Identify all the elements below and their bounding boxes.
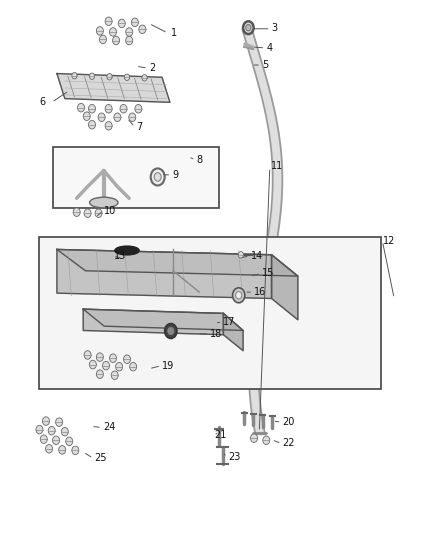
Circle shape [139, 25, 146, 34]
Text: 25: 25 [94, 454, 107, 463]
Bar [53, 147, 219, 208]
Polygon shape [83, 309, 223, 335]
Circle shape [130, 362, 137, 371]
Circle shape [66, 437, 73, 446]
Circle shape [99, 35, 106, 44]
Circle shape [96, 370, 103, 378]
Circle shape [89, 360, 96, 369]
Circle shape [72, 72, 77, 79]
Text: 5: 5 [262, 60, 268, 70]
Circle shape [48, 426, 55, 435]
Circle shape [88, 104, 95, 113]
Text: 12: 12 [383, 236, 396, 246]
Circle shape [124, 74, 130, 80]
Text: 4: 4 [266, 43, 272, 53]
Circle shape [116, 362, 123, 371]
Polygon shape [83, 309, 243, 330]
Circle shape [118, 19, 125, 28]
Text: 9: 9 [172, 170, 178, 180]
Circle shape [142, 75, 147, 81]
Circle shape [83, 112, 90, 120]
Circle shape [46, 445, 53, 453]
Circle shape [233, 288, 245, 303]
Circle shape [107, 74, 112, 80]
Circle shape [53, 436, 60, 445]
Text: 16: 16 [254, 287, 266, 297]
Text: 1: 1 [171, 28, 177, 38]
Circle shape [263, 436, 270, 445]
Circle shape [72, 446, 79, 455]
Circle shape [110, 28, 117, 36]
Polygon shape [57, 249, 272, 298]
Text: 10: 10 [104, 206, 117, 215]
Polygon shape [57, 74, 170, 102]
Text: 23: 23 [228, 453, 240, 462]
Ellipse shape [89, 197, 118, 208]
Ellipse shape [115, 246, 139, 255]
Text: 17: 17 [223, 317, 236, 327]
Text: 20: 20 [283, 417, 295, 427]
Circle shape [110, 354, 117, 362]
Bar [39, 237, 381, 389]
Circle shape [124, 355, 131, 364]
Text: 14: 14 [251, 251, 263, 261]
Text: 8: 8 [196, 155, 202, 165]
Circle shape [165, 324, 177, 338]
Circle shape [105, 122, 112, 130]
Polygon shape [272, 255, 298, 320]
Circle shape [89, 73, 95, 79]
Circle shape [168, 327, 174, 335]
Circle shape [61, 427, 68, 436]
Polygon shape [223, 313, 243, 351]
Text: 22: 22 [283, 439, 295, 448]
Circle shape [102, 361, 110, 370]
Circle shape [98, 113, 105, 122]
Circle shape [105, 104, 112, 113]
Circle shape [135, 104, 142, 113]
Circle shape [88, 120, 95, 129]
Circle shape [42, 417, 49, 425]
Text: 3: 3 [272, 23, 278, 33]
Circle shape [78, 103, 85, 112]
Circle shape [131, 18, 138, 27]
Circle shape [154, 173, 161, 181]
Text: 19: 19 [162, 361, 174, 370]
Polygon shape [57, 249, 298, 276]
Circle shape [236, 292, 242, 299]
Circle shape [151, 168, 165, 185]
Text: 13: 13 [114, 251, 126, 261]
Circle shape [40, 435, 47, 443]
Circle shape [36, 425, 43, 434]
Circle shape [120, 104, 127, 113]
Circle shape [73, 208, 80, 216]
Circle shape [129, 113, 136, 122]
Circle shape [246, 25, 251, 31]
Circle shape [113, 36, 120, 45]
Text: 6: 6 [39, 98, 46, 107]
Circle shape [114, 113, 121, 122]
Circle shape [105, 17, 112, 26]
Circle shape [95, 209, 102, 217]
Circle shape [84, 351, 91, 359]
Circle shape [111, 371, 118, 379]
Circle shape [56, 418, 63, 426]
Circle shape [126, 36, 133, 45]
Text: 24: 24 [103, 423, 115, 432]
Text: 15: 15 [262, 269, 274, 278]
Text: 21: 21 [215, 431, 227, 440]
Circle shape [59, 446, 66, 454]
Circle shape [126, 28, 133, 36]
Circle shape [238, 252, 244, 258]
Circle shape [243, 21, 254, 34]
Text: 2: 2 [149, 63, 155, 73]
Text: 18: 18 [210, 329, 223, 339]
Circle shape [84, 209, 91, 217]
Text: 11: 11 [271, 161, 283, 171]
Circle shape [251, 434, 258, 442]
Text: 7: 7 [136, 122, 142, 132]
Circle shape [96, 27, 103, 35]
Circle shape [96, 353, 103, 361]
